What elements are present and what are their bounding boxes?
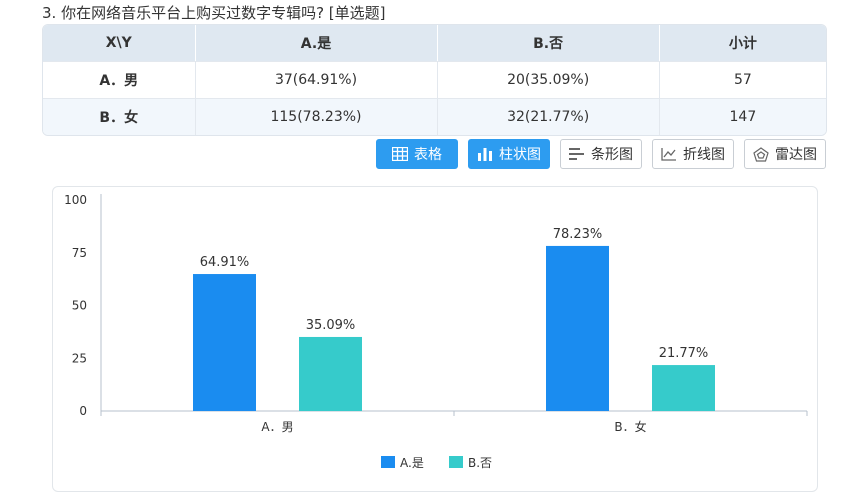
cell-a: 115(78.23%) [195, 98, 438, 135]
legend-swatch [449, 456, 463, 468]
cell-total: 57 [659, 61, 826, 98]
y-tick-label: 25 [72, 351, 87, 365]
bar-chart-label: 柱状图 [499, 147, 541, 163]
table-row: B．女 115(78.23%) 32(21.77%) 147 [43, 98, 826, 135]
data-label: 21.77% [659, 346, 709, 361]
horizontal-bar-button[interactable]: 条形图 [560, 139, 642, 169]
table-row: A．男 37(64.91%) 20(35.09%) 57 [43, 61, 826, 98]
cell-b: 32(21.77%) [437, 98, 660, 135]
y-tick-label: 100 [64, 193, 87, 207]
x-tick-label: B．女 [614, 419, 646, 434]
header-total: 小计 [659, 25, 826, 61]
y-tick-label: 50 [72, 299, 87, 313]
data-label: 78.23% [553, 227, 603, 242]
x-tick-label: A．男 [261, 420, 293, 434]
table-icon [392, 147, 408, 161]
header-b: B.否 [437, 25, 660, 61]
table-view-button[interactable]: 表格 [376, 139, 458, 169]
bar-a [193, 274, 256, 411]
line-chart-button[interactable]: 折线图 [652, 139, 734, 169]
header-xy: X\Y [43, 25, 196, 61]
bar-a [546, 245, 609, 411]
legend-swatch [381, 456, 395, 468]
radar-chart-button[interactable]: 雷达图 [744, 139, 826, 169]
bar-chart: 0 25 50 75 100 A．男 64.91% 35.09% B．女 78.23% 21.77%… [64, 193, 808, 470]
cell-b: 20(35.09%) [437, 61, 660, 98]
bar-chart-icon [477, 147, 493, 161]
legend-label: A.是 [400, 456, 424, 470]
y-tick-label: 0 [79, 404, 87, 418]
horizontal-bar-icon [569, 147, 585, 161]
crosstab-table: X\Y A.是 B.否 小计 A．男 37(64.91%) 20(35.09%)… [42, 24, 827, 136]
legend-label: B.否 [468, 456, 492, 470]
question-title: 3. 你在网络音乐平台上购买过数字专辑吗? [单选题] [42, 4, 386, 22]
table-header-row: X\Y A.是 B.否 小计 [43, 25, 826, 61]
radar-chart-label: 雷达图 [775, 147, 817, 163]
horizontal-bar-label: 条形图 [591, 147, 633, 163]
data-label: 64.91% [200, 255, 250, 270]
bar-b [652, 365, 715, 411]
data-label: 35.09% [306, 318, 356, 333]
row-label: A．男 [43, 61, 196, 98]
cell-a: 37(64.91%) [195, 61, 438, 98]
bar-b [299, 336, 362, 411]
radar-chart-icon [753, 146, 769, 162]
chart-panel: 0 25 50 75 100 A．男 64.91% 35.09% B．女 78.23% 21.77%… [52, 186, 818, 492]
cell-total: 147 [659, 98, 826, 135]
y-tick-label: 75 [72, 246, 87, 260]
bar-chart-button[interactable]: 柱状图 [468, 139, 550, 169]
table-view-label: 表格 [414, 147, 442, 163]
row-label: B．女 [43, 98, 196, 135]
line-chart-icon [661, 147, 677, 161]
header-a: A.是 [195, 25, 438, 61]
line-chart-label: 折线图 [683, 147, 725, 163]
